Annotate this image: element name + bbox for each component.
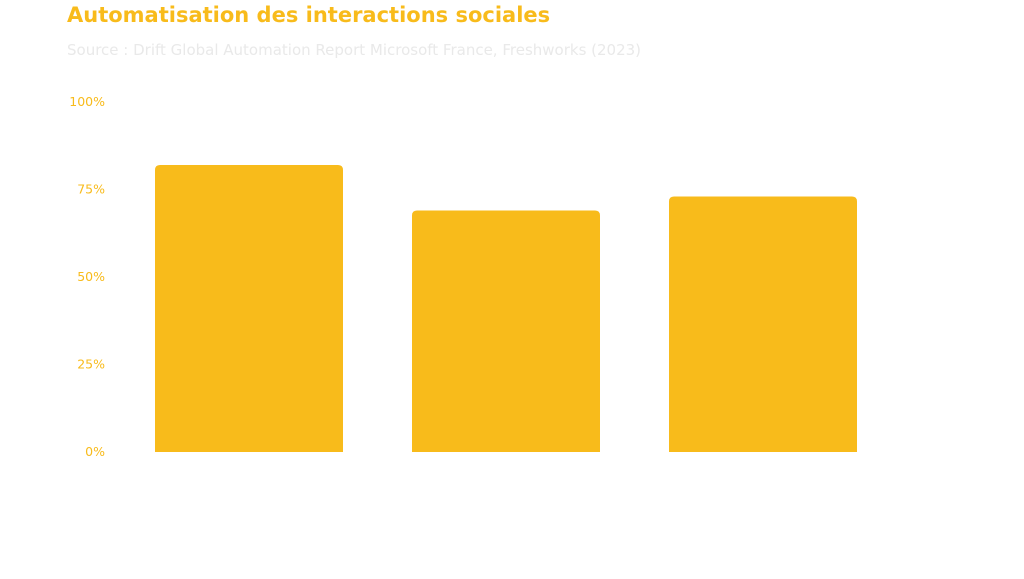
bar-1[interactable] [155,165,343,452]
chart-title: Automatisation des interactions sociales [67,3,551,27]
y-tick-label: 75% [77,182,105,197]
y-tick-label: 50% [77,269,105,284]
bar-3[interactable] [669,196,857,453]
y-tick-label: 100% [69,94,105,109]
chart-subtitle: Source : Drift Global Automation Report … [67,41,642,59]
y-tick-label: 25% [77,357,105,372]
y-tick-label: 0% [85,444,105,459]
bar-2[interactable] [412,210,600,453]
